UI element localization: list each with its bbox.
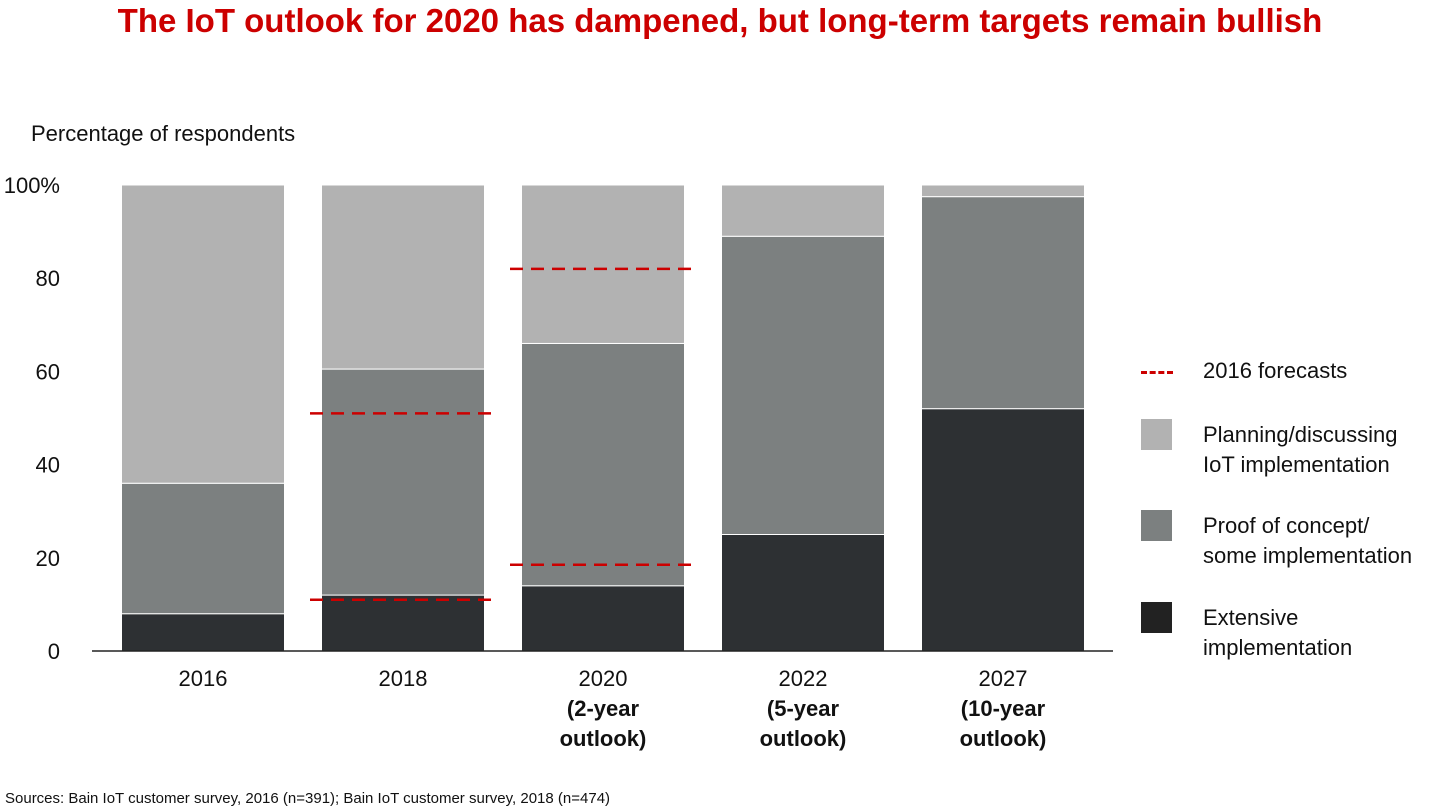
y-tick-label: 100% bbox=[4, 173, 60, 198]
x-category-label: outlook) bbox=[560, 726, 647, 751]
y-tick-label: 60 bbox=[36, 359, 60, 384]
y-tick-label: 0 bbox=[48, 639, 60, 664]
legend-label: 2016 forecasts bbox=[1203, 358, 1348, 383]
legend-label: IoT implementation bbox=[1203, 452, 1390, 477]
bar-segment-planning bbox=[921, 184, 1085, 198]
bar-segment-proof bbox=[521, 342, 685, 587]
legend-label: Proof of concept/ bbox=[1203, 513, 1370, 538]
x-category-label: outlook) bbox=[960, 726, 1047, 751]
legend-label: some implementation bbox=[1203, 543, 1413, 568]
bar-segment-extensive bbox=[521, 585, 685, 652]
x-category-label: 2027 bbox=[979, 666, 1028, 691]
bar-segment-planning bbox=[321, 184, 485, 370]
legend-label: Extensive bbox=[1203, 605, 1299, 630]
bar-segment-proof bbox=[121, 482, 285, 615]
bar-segment-planning bbox=[721, 184, 885, 237]
bar-segment-extensive bbox=[921, 408, 1085, 652]
planning-swatch-icon bbox=[1141, 419, 1172, 450]
y-axis-label: Percentage of respondents bbox=[31, 121, 296, 146]
x-category-label: (10-year bbox=[961, 696, 1046, 721]
y-tick-label: 40 bbox=[36, 453, 60, 478]
bar-segment-extensive bbox=[721, 534, 885, 652]
chart-title: The IoT outlook for 2020 has dampened, b… bbox=[117, 2, 1323, 39]
source-note: Sources: Bain IoT customer survey, 2016 … bbox=[5, 790, 611, 807]
x-category-label: outlook) bbox=[760, 726, 847, 751]
y-tick-label: 20 bbox=[36, 546, 60, 571]
bar-segment-planning bbox=[521, 184, 685, 344]
x-category-label: 2018 bbox=[379, 666, 428, 691]
x-category-label: 2022 bbox=[779, 666, 828, 691]
x-category-label: 2016 bbox=[179, 666, 228, 691]
bar-segment-proof bbox=[321, 368, 485, 596]
legend-label: Planning/discussing bbox=[1203, 422, 1398, 447]
bar-segment-extensive bbox=[121, 613, 285, 652]
legend-label: implementation bbox=[1203, 635, 1353, 660]
x-category-label: (2-year bbox=[567, 696, 640, 721]
y-tick-label: 80 bbox=[36, 266, 60, 291]
x-category-label: 2020 bbox=[579, 666, 628, 691]
bar-segment-proof bbox=[721, 235, 885, 535]
bar-segment-extensive bbox=[321, 594, 485, 652]
forecast-dash-icon bbox=[1141, 371, 1173, 374]
extensive-swatch-icon bbox=[1141, 602, 1172, 633]
x-category-label: (5-year bbox=[767, 696, 840, 721]
bar-segment-planning bbox=[121, 184, 285, 484]
bar-segment-proof bbox=[921, 196, 1085, 410]
proof-swatch-icon bbox=[1141, 510, 1172, 541]
